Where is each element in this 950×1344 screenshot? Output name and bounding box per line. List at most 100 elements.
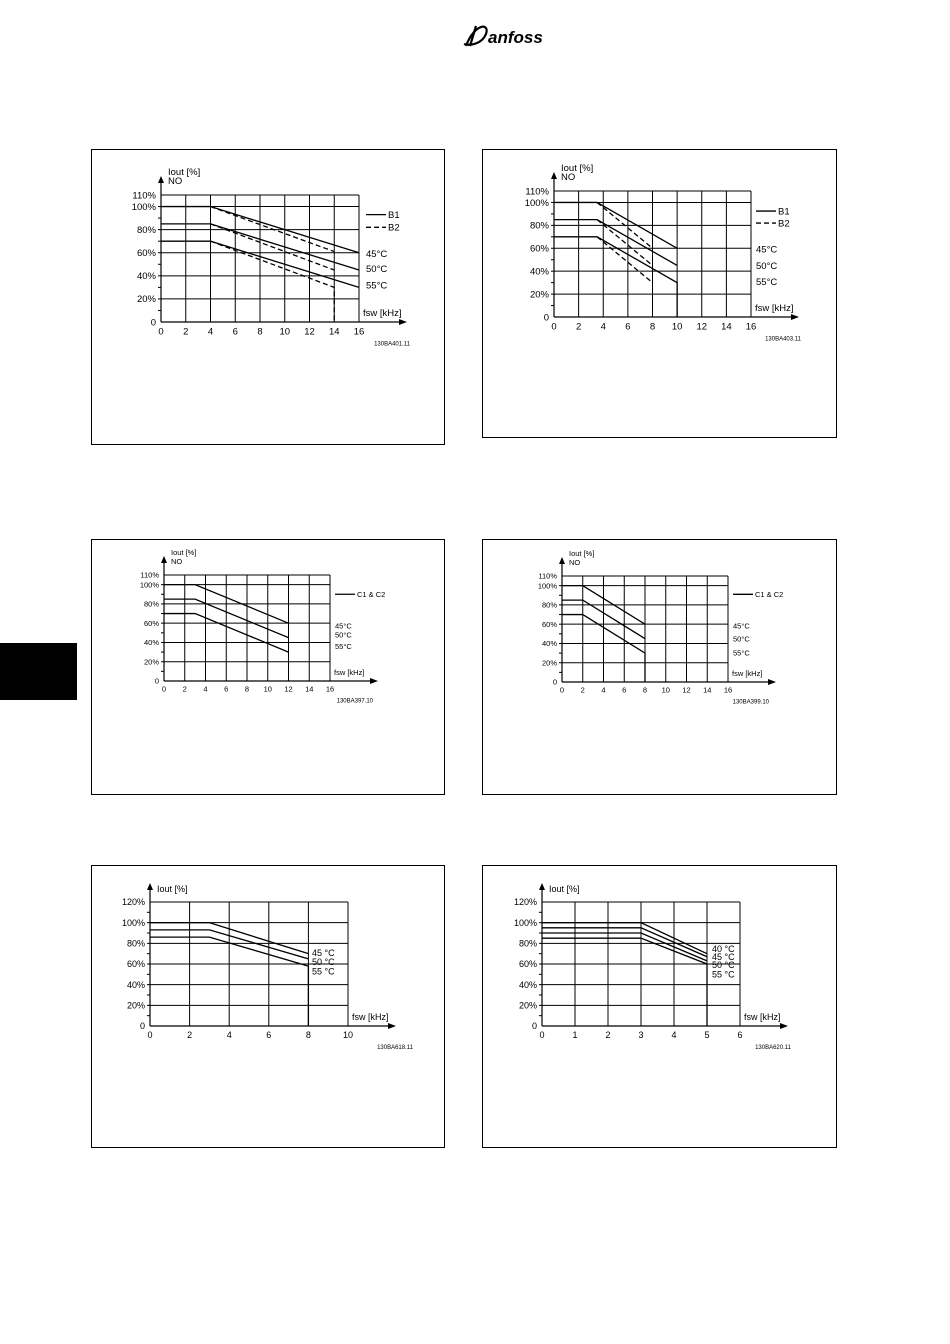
legend-label: B1 — [388, 210, 400, 221]
figure-code: 130BA620.11 — [755, 1045, 792, 1051]
x-axis-arrow-icon — [791, 314, 799, 320]
x-tick-label: 4 — [601, 686, 605, 695]
x-tick-label: 8 — [306, 1030, 311, 1040]
legend-label: C1 & C2 — [357, 590, 385, 599]
series-line — [554, 218, 678, 267]
series-line — [210, 205, 335, 253]
y-tick-label: 40% — [542, 639, 557, 648]
temperature-label: 50°C — [366, 264, 387, 275]
chart-svg: 0 2 4 6 8 10 12 14 16 0 20% 40% 60% 80% 100%110% Iout [… — [538, 549, 784, 706]
y-tick-label: 40% — [530, 267, 550, 278]
x-tick-label: 16 — [724, 686, 732, 695]
x-tick-label: 2 — [576, 322, 581, 333]
series-line — [164, 583, 289, 624]
legend-label: B2 — [778, 218, 790, 229]
derating-chart-4: 0 2 4 6 8 10 12 14 16 0 20% 40% 60% 80% 100% 110% Iout [… — [482, 539, 837, 795]
x-tick-label: 8 — [650, 322, 655, 333]
y-tick-label: 0 — [151, 317, 156, 328]
x-tick-label: 6 — [266, 1030, 271, 1040]
x-axis-label: fsw [kHz] — [755, 303, 794, 314]
x-axis-arrow-icon — [388, 1023, 396, 1029]
x-tick-label: 8 — [257, 327, 262, 338]
figure-code: 130BA403.11 — [765, 337, 802, 343]
y-tick-label: 60% — [519, 959, 537, 969]
y-tick-label: 80% — [530, 221, 550, 232]
y-tick-label: 80% — [144, 600, 159, 609]
x-tick-label: 8 — [643, 686, 647, 695]
x-tick-label: 4 — [227, 1030, 232, 1040]
x-tick-label: 6 — [625, 322, 630, 333]
temperature-label: 40 °C — [712, 944, 735, 954]
svg-text:anfoss: anfoss — [488, 28, 543, 47]
y-axis-arrow-icon — [161, 556, 167, 563]
series-line — [542, 937, 708, 1026]
y-tick-label: 120% — [122, 897, 145, 907]
y-axis-label: Iout [%] — [168, 167, 200, 178]
series-line — [554, 236, 678, 317]
series-line — [542, 932, 708, 962]
legend-label: C1 & C2 — [755, 590, 783, 599]
x-tick-label: 0 — [158, 327, 163, 338]
x-tick-label: 10 — [264, 685, 272, 694]
x-tick-label: 12 — [696, 322, 707, 333]
x-axis-label: fsw [kHz] — [744, 1012, 781, 1022]
x-tick-label: 2 — [605, 1030, 610, 1040]
y-axis-label: Iout [%] — [157, 884, 188, 894]
temperature-label: 50°C — [733, 634, 750, 643]
temperature-label: 45°C — [366, 249, 387, 260]
y-tick-label: 100% — [538, 581, 558, 590]
y-tick-label: 20% — [144, 657, 159, 666]
y-axis-arrow-icon — [551, 172, 557, 179]
x-tick-label: 4 — [208, 327, 213, 338]
y-axis-arrow-icon — [158, 176, 164, 183]
series-line — [150, 936, 310, 1026]
x-tick-label: 6 — [224, 685, 228, 694]
derating-chart-6: 0 1 2 3 4 5 6 0 20% 40% 60% 80% 100% 120% Iout [%] fsw … — [482, 865, 837, 1148]
y-axis-arrow-icon — [539, 883, 545, 890]
y-tick-label: 40% — [137, 271, 157, 282]
x-axis-arrow-icon — [768, 679, 776, 685]
chart-svg: 0 2 4 6 8 10 0 20% 40% 60% 80% 100% 120% Iout [%] fsw … — [122, 883, 414, 1051]
y-tick-label: 100% — [140, 580, 160, 589]
x-axis-label: fsw [kHz] — [363, 308, 402, 319]
y-tick-label: 110% — [538, 572, 557, 581]
figure-code: 130BA399.10 — [733, 700, 770, 706]
y-tick-label: 40% — [127, 980, 145, 990]
x-tick-label: 12 — [304, 327, 315, 338]
y-tick-label: 100% — [122, 918, 145, 928]
y-tick-label: 60% — [542, 620, 557, 629]
x-tick-label: 10 — [672, 322, 683, 333]
x-tick-label: 0 — [162, 685, 166, 694]
derating-chart-5: 0 2 4 6 8 10 0 20% 40% 60% 80% 100% 120% Iout [%] fsw … — [91, 865, 445, 1148]
y-tick-label: 80% — [542, 601, 557, 610]
y-tick-label: 0 — [532, 1021, 537, 1031]
chart-svg: 0 2 4 6 8 10 12 14 16 0 20% 40% 60% 80% 100%110% Iout [… — [140, 548, 386, 705]
series-line — [150, 922, 309, 955]
x-tick-label: 14 — [703, 686, 711, 695]
x-tick-label: 0 — [560, 686, 564, 695]
x-tick-label: 16 — [746, 322, 757, 333]
temperature-label: 45°C — [756, 245, 777, 256]
x-tick-label: 4 — [203, 685, 207, 694]
temperature-label: 45°C — [335, 622, 352, 631]
temperature-label: 50 °C — [712, 960, 735, 970]
chart-svg: 0 2 4 6 8 10 12 14 16 0 20% 40% 60% 80% 100%110% Iout [… — [132, 167, 411, 348]
y-axis-sublabel: NO — [168, 176, 182, 187]
x-tick-label: 10 — [279, 327, 290, 338]
y-axis-label: Iout [%] — [569, 549, 594, 558]
x-tick-label: 4 — [671, 1030, 676, 1040]
x-tick-label: 12 — [284, 685, 292, 694]
y-tick-label: 110% — [525, 186, 549, 197]
y-axis-sublabel: NO — [569, 558, 580, 567]
series-line — [210, 223, 335, 271]
series-line — [150, 929, 309, 960]
x-tick-label: 1 — [572, 1030, 577, 1040]
y-tick-label: 0 — [553, 678, 557, 687]
section-tab-marker — [0, 643, 77, 700]
x-tick-label: 6 — [233, 327, 238, 338]
series-line — [164, 598, 289, 639]
chart-svg: 0 1 2 3 4 5 6 0 20% 40% 60% 80% 100% 120% Iout [%] fsw … — [514, 883, 792, 1051]
x-tick-label: 16 — [354, 327, 365, 338]
y-tick-label: 0 — [155, 677, 159, 686]
y-tick-label: 20% — [542, 658, 557, 667]
